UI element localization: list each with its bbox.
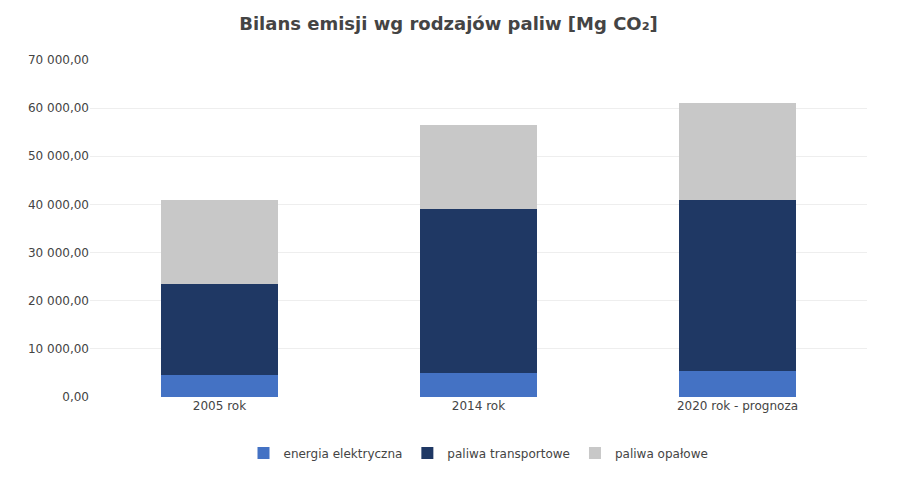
svg-text:energia elektryczna: energia elektryczna [284, 447, 403, 461]
svg-text:20 000,00: 20 000,00 [28, 294, 89, 308]
svg-text:Bilans emisji wg rodzajów pali: Bilans emisji wg rodzajów paliw [Mg CO₂] [239, 13, 658, 34]
svg-text:2014 rok: 2014 rok [452, 399, 505, 413]
svg-text:40 000,00: 40 000,00 [28, 198, 89, 212]
svg-text:50 000,00: 50 000,00 [28, 149, 89, 163]
svg-text:2005 rok: 2005 rok [193, 399, 246, 413]
svg-text:0,00: 0,00 [62, 390, 89, 404]
svg-text:70 000,00: 70 000,00 [28, 53, 89, 67]
svg-text:paliwa transportowe: paliwa transportowe [447, 447, 570, 461]
svg-text:30 000,00: 30 000,00 [28, 246, 89, 260]
svg-text:10 000,00: 10 000,00 [28, 342, 89, 356]
svg-text:60 000,00: 60 000,00 [28, 101, 89, 115]
svg-text:paliwa opałowe: paliwa opałowe [615, 447, 708, 461]
svg-text:2020 rok - prognoza: 2020 rok - prognoza [677, 399, 798, 413]
